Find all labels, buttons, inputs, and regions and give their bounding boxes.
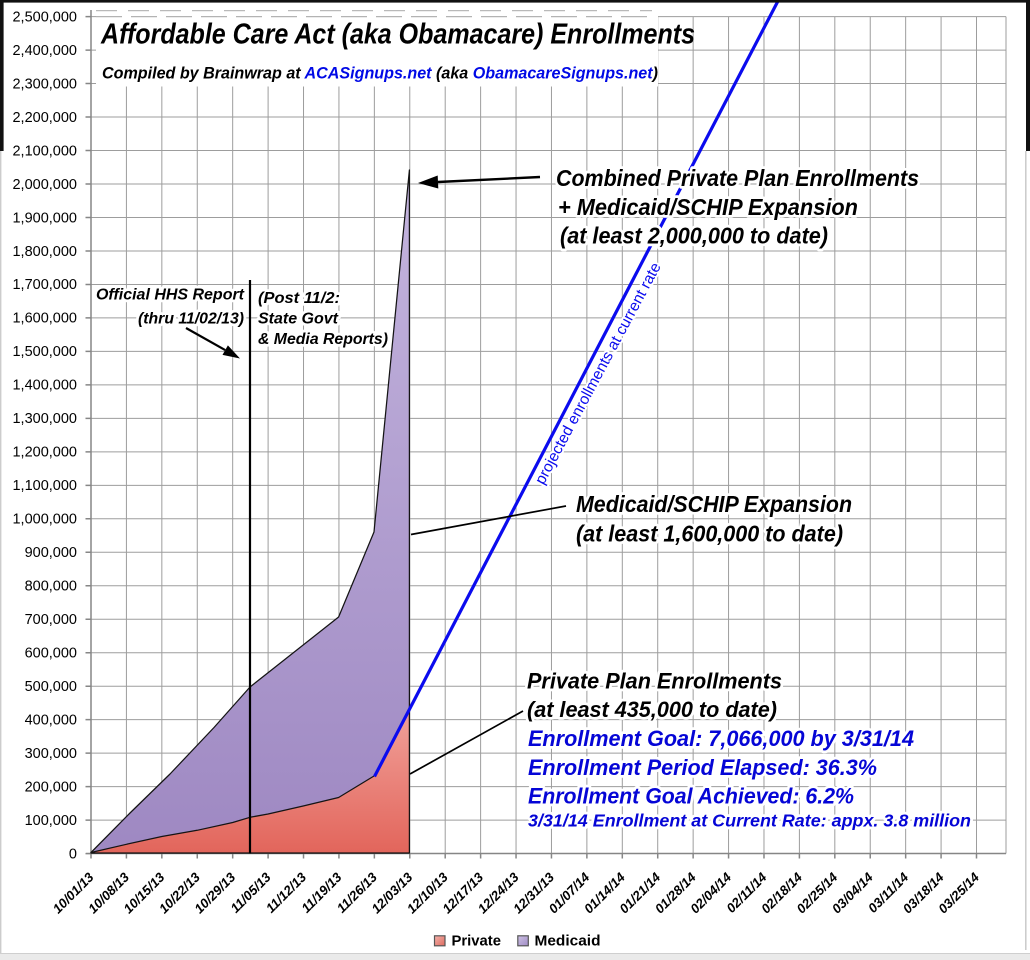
- svg-text:2,400,000: 2,400,000: [12, 43, 77, 59]
- svg-text:Enrollment Goal: 7,066,000 by: Enrollment Goal: 7,066,000 by 3/31/14: [528, 726, 914, 751]
- svg-text:2,000,000: 2,000,000: [12, 177, 77, 193]
- svg-text:State Govt: State Govt: [258, 311, 339, 328]
- svg-text:2,200,000: 2,200,000: [12, 110, 77, 126]
- svg-text:Combined Private Plan Enrollme: Combined Private Plan Enrollments: [556, 165, 919, 191]
- svg-text:1,100,000: 1,100,000: [12, 478, 77, 494]
- svg-text:1,000,000: 1,000,000: [12, 512, 77, 528]
- svg-text:Medicaid/SCHIP Expansion: Medicaid/SCHIP Expansion: [576, 491, 852, 517]
- svg-text:1,400,000: 1,400,000: [12, 378, 77, 394]
- svg-text:500,000: 500,000: [25, 679, 77, 695]
- svg-text:& Media Reports): & Media Reports): [258, 331, 388, 348]
- svg-text:2,100,000: 2,100,000: [12, 143, 77, 159]
- svg-text:200,000: 200,000: [25, 779, 77, 795]
- svg-text:900,000: 900,000: [25, 545, 77, 561]
- svg-text:600,000: 600,000: [25, 646, 77, 662]
- svg-text:(Post 11/2:: (Post 11/2:: [258, 290, 340, 307]
- svg-text:(thru 11/02/13): (thru 11/02/13): [138, 311, 244, 328]
- svg-text:1,800,000: 1,800,000: [12, 244, 77, 260]
- svg-text:1,300,000: 1,300,000: [12, 411, 77, 427]
- svg-text:Private Plan Enrollments: Private Plan Enrollments: [527, 669, 782, 694]
- svg-text:(at least 2,000,000 to date): (at least 2,000,000 to date): [560, 223, 828, 249]
- svg-text:0: 0: [69, 846, 77, 862]
- svg-text:Medicaid: Medicaid: [535, 934, 601, 950]
- svg-text:2,500,000: 2,500,000: [12, 9, 77, 25]
- svg-text:Official HHS Report: Official HHS Report: [96, 287, 245, 304]
- svg-text:1,700,000: 1,700,000: [12, 277, 77, 293]
- svg-text:Affordable Care Act (aka Obama: Affordable Care Act (aka Obamacare) Enro…: [100, 19, 695, 51]
- svg-text:300,000: 300,000: [25, 746, 77, 762]
- svg-text:100,000: 100,000: [25, 813, 77, 829]
- svg-text:700,000: 700,000: [25, 612, 77, 628]
- svg-text:400,000: 400,000: [25, 713, 77, 729]
- svg-text:1,500,000: 1,500,000: [12, 344, 77, 360]
- svg-text:800,000: 800,000: [25, 579, 77, 595]
- svg-text:3/31/14 Enrollment at Current: 3/31/14 Enrollment at Current Rate: appx…: [528, 811, 971, 831]
- svg-text:1,600,000: 1,600,000: [12, 311, 77, 327]
- svg-text:2,300,000: 2,300,000: [12, 76, 77, 92]
- svg-text:Private: Private: [452, 934, 502, 950]
- svg-text:Enrollment Period Elapsed: 36.: Enrollment Period Elapsed: 36.3%: [528, 755, 877, 780]
- svg-text:(at least 1,600,000 to date): (at least 1,600,000 to date): [576, 521, 843, 547]
- svg-text:Compiled by Brainwrap at ACASi: Compiled by Brainwrap at ACASignups.net …: [102, 65, 658, 83]
- svg-text:+ Medicaid/SCHIP Expansion: + Medicaid/SCHIP Expansion: [558, 194, 858, 220]
- svg-text:Enrollment Goal Achieved: 6.2%: Enrollment Goal Achieved: 6.2%: [528, 784, 854, 809]
- svg-text:1,200,000: 1,200,000: [12, 445, 77, 461]
- svg-text:1,900,000: 1,900,000: [12, 210, 77, 226]
- svg-text:(at least 435,000 to date): (at least 435,000 to date): [527, 697, 777, 722]
